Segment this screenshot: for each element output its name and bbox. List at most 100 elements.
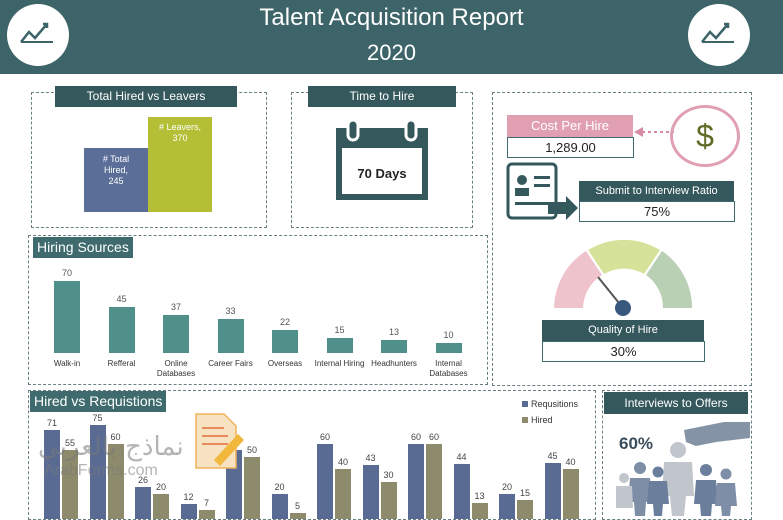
hired-value-label: 60 [428, 432, 439, 442]
requisitions-bar [89, 425, 106, 519]
hired-value-label: 20 [155, 482, 166, 492]
hiring-sources-value-label: 10 [443, 329, 454, 340]
quality-gauge-icon [554, 239, 693, 316]
hired-vs-requisitions-title: Hired vs Requistions [30, 391, 167, 412]
requisitions-bar [180, 504, 197, 519]
hired-value-label: 15 [519, 488, 530, 499]
hiring-sources-value-label: 33 [225, 306, 236, 317]
hired-value-label: 50 [246, 444, 257, 455]
hiring-sources-value-label: 45 [116, 293, 127, 304]
hired-bar [562, 469, 579, 519]
hiring-sources-bar [163, 314, 189, 353]
cost-per-hire-value: 1,289.00 [507, 137, 634, 158]
hiring-sources-bar [54, 281, 80, 353]
requisitions-bar [317, 444, 333, 519]
hired-bar [335, 469, 351, 519]
requisitions-value-label: 60 [319, 432, 330, 442]
report-year: 2020 [367, 40, 416, 65]
hiring-sources-category-label: Internal Databases [429, 359, 468, 378]
leavers-bar [148, 117, 212, 212]
hiring-sources-category-label: Walk-in [53, 359, 81, 368]
hired-bar [426, 444, 442, 519]
watermark-latin: ArabForms.com [44, 462, 158, 479]
hired-bar [244, 456, 260, 519]
hiring-sources-bar [217, 319, 244, 353]
requisitions-value-label: 26 [137, 474, 148, 485]
requisitions-bar [499, 494, 515, 519]
interviews-to-offers-title: Interviews to Offers [604, 392, 748, 414]
hired-bar [153, 494, 169, 519]
hiring-sources-category-label: Headhunters [371, 359, 417, 368]
people-group-icon [616, 422, 750, 516]
total-hired-label-text: # Total Hired, [102, 154, 130, 175]
quality-of-hire-title: Quality of Hire [542, 320, 704, 341]
requisitions-value-label: 20 [274, 482, 285, 492]
requisitions-value-label: 60 [410, 432, 421, 442]
hiring-sources-bar [381, 339, 407, 353]
hiring-sources-category-label: Internal Hiring [314, 359, 365, 368]
hiring-sources-value-label: 22 [279, 317, 290, 328]
requisitions-value-label: 12 [183, 492, 194, 502]
hired-bar [62, 450, 78, 519]
requisitions-value-label: 75 [92, 413, 103, 424]
hired-value-label: 40 [337, 457, 348, 467]
requisitions-bar [408, 444, 424, 519]
time-to-hire-value: 70 Days [357, 166, 407, 181]
legend-requisitions: Requsitions [531, 399, 579, 409]
hired-bar [517, 500, 533, 519]
requisitions-bar [44, 430, 60, 519]
requisitions-bar [271, 494, 288, 519]
hired-value-label: 13 [474, 490, 485, 501]
hiring-sources-value-label: 37 [170, 301, 181, 312]
hiring-sources-bar [326, 337, 353, 353]
hiring-sources-value-label: 70 [61, 268, 72, 278]
leavers-label-text: # Leavers, [158, 122, 202, 132]
excel-master-work-logo-right [688, 4, 750, 66]
total-hired-label: # Total Hired, 245 [90, 154, 142, 187]
calendar-icon [336, 118, 428, 200]
document-pencil-icon [195, 413, 244, 469]
requisitions-value-label: 43 [365, 453, 376, 464]
hired-bar [289, 512, 306, 519]
dollar-icon: $ [670, 105, 740, 167]
watermark-arabic: نماذج بالعربي [38, 432, 184, 462]
hiring-sources-bar [108, 306, 135, 353]
hiring-sources-title: Hiring Sources [33, 237, 133, 258]
report-header: Talent Acquisition Report 2020 [0, 0, 783, 74]
hiring-sources-category-label: Career Fairs [208, 359, 253, 368]
quality-of-hire-value: 30% [542, 341, 705, 362]
arrow-left-icon [634, 127, 674, 137]
requisitions-bar [362, 465, 379, 519]
hired-value-label: 55 [64, 438, 75, 449]
requisitions-bar [544, 462, 561, 519]
submit-ratio-title: Submit to Interview Ratio [579, 181, 734, 201]
requisitions-value-label: 44 [456, 452, 467, 462]
legend-requisitions-swatch [522, 401, 528, 407]
hiring-sources-bar [272, 330, 298, 353]
hiring-sources-value-label: 13 [388, 326, 399, 337]
hired-value-label: 40 [565, 457, 576, 467]
hired-value-label: 5 [294, 500, 300, 511]
cost-per-hire-title: Cost Per Hire [507, 115, 633, 137]
hiring-sources-category-label: Refferal [107, 359, 136, 368]
submit-ratio-value: 75% [579, 201, 735, 222]
requisitions-value-label: 71 [46, 418, 57, 429]
total-hired-value: 245 [108, 176, 124, 186]
excel-master-work-logo-left [7, 4, 69, 66]
hired-bar [471, 502, 488, 519]
hiring-sources-bar [435, 342, 462, 353]
interviews-to-offers-value: 60% [619, 434, 654, 453]
hired-bar [380, 481, 397, 519]
legend-hired-swatch [522, 417, 528, 423]
requisitions-value-label: 20 [501, 482, 512, 492]
hired-vs-leavers-title: Total Hired vs Leavers [55, 86, 237, 107]
hiring-sources-category-label: Overseas [267, 359, 303, 368]
report-title: Talent Acquisition Report [259, 4, 524, 31]
time-to-hire-title: Time to Hire [308, 86, 456, 107]
hired-bar [107, 444, 124, 519]
hired-bar [198, 510, 215, 519]
hired-value-label: 7 [203, 498, 209, 509]
legend-hired: Hired [531, 415, 553, 425]
hiring-sources-panel [28, 235, 488, 385]
leavers-value: 370 [172, 133, 188, 143]
